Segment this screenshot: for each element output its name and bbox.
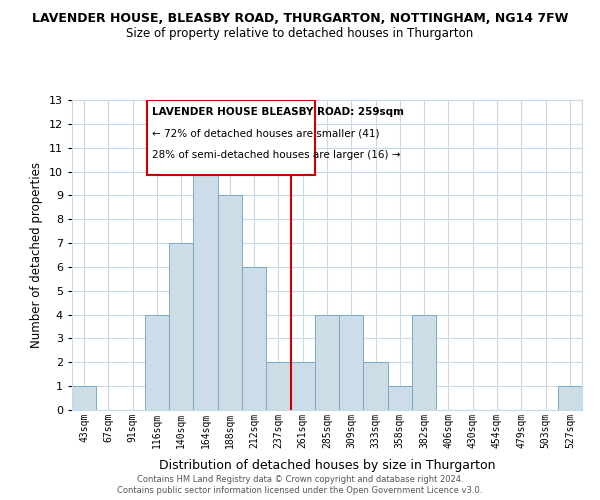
Bar [558,386,582,410]
Bar [339,314,364,410]
Bar [364,362,388,410]
Bar [290,362,315,410]
Text: LAVENDER HOUSE, BLEASBY ROAD, THURGARTON, NOTTINGHAM, NG14 7FW: LAVENDER HOUSE, BLEASBY ROAD, THURGARTON… [32,12,568,26]
Text: LAVENDER HOUSE BLEASBY ROAD: 259sqm: LAVENDER HOUSE BLEASBY ROAD: 259sqm [152,107,404,117]
Bar [388,386,412,410]
FancyBboxPatch shape [147,100,315,175]
X-axis label: Distribution of detached houses by size in Thurgarton: Distribution of detached houses by size … [159,459,495,472]
Text: 28% of semi-detached houses are larger (16) →: 28% of semi-detached houses are larger (… [152,150,401,160]
Text: Contains public sector information licensed under the Open Government Licence v3: Contains public sector information licen… [118,486,482,495]
Bar [72,386,96,410]
Bar [266,362,290,410]
Bar [412,314,436,410]
Bar [242,267,266,410]
Text: Contains HM Land Registry data © Crown copyright and database right 2024.: Contains HM Land Registry data © Crown c… [137,475,463,484]
Bar [315,314,339,410]
Bar [145,314,169,410]
Text: ← 72% of detached houses are smaller (41): ← 72% of detached houses are smaller (41… [152,128,380,138]
Y-axis label: Number of detached properties: Number of detached properties [30,162,43,348]
Bar [218,196,242,410]
Bar [193,148,218,410]
Bar [169,243,193,410]
Text: Size of property relative to detached houses in Thurgarton: Size of property relative to detached ho… [127,28,473,40]
